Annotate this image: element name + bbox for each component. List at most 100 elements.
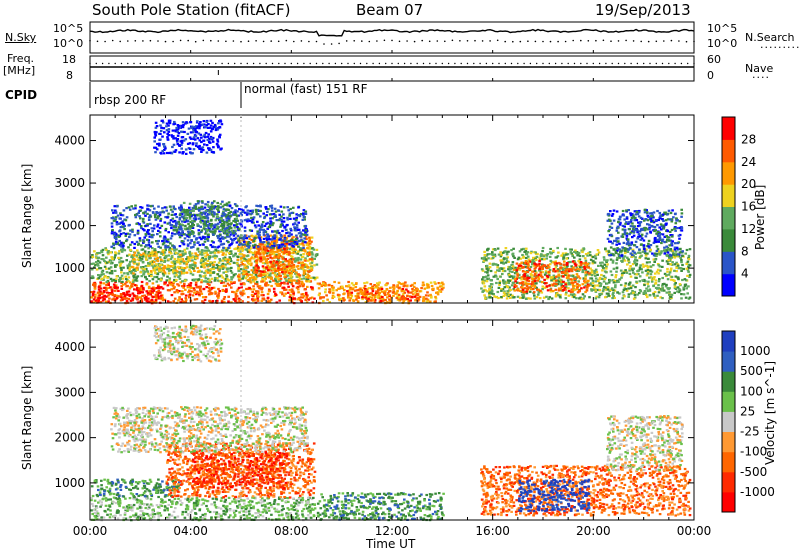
- data-cell: [247, 246, 250, 249]
- data-cell: [647, 280, 650, 283]
- data-cell: [305, 233, 309, 236]
- data-cell: [178, 245, 182, 248]
- data-cell: [124, 219, 128, 222]
- data-cell: [609, 258, 613, 261]
- data-cell: [401, 293, 405, 296]
- data-cell: [283, 234, 286, 237]
- data-cell: [188, 290, 192, 293]
- noise-search-dot: [391, 39, 393, 42]
- data-cell: [212, 207, 216, 210]
- data-cell: [302, 253, 305, 256]
- data-cell: [199, 225, 202, 228]
- data-cell: [245, 237, 248, 240]
- noise-search-dot: [610, 40, 612, 42]
- data-cell: [270, 213, 273, 216]
- data-cell: [578, 254, 582, 258]
- data-cell: [153, 248, 157, 251]
- data-cell: [577, 252, 580, 255]
- data-cell: [159, 124, 162, 127]
- data-cell: [248, 244, 251, 247]
- data-cell: [578, 264, 581, 267]
- data-cell: [346, 290, 349, 293]
- data-cell: [287, 231, 290, 234]
- data-cell: [304, 229, 308, 232]
- data-cell: [187, 295, 191, 298]
- noise-search-dot: [572, 39, 574, 42]
- data-cell: [141, 248, 145, 251]
- data-cell: [275, 260, 279, 263]
- data-cell: [278, 284, 282, 287]
- data-cell: [204, 224, 208, 227]
- data-cell: [181, 292, 185, 296]
- data-cell: [273, 273, 277, 276]
- data-cell: [277, 254, 281, 257]
- data-cell: [102, 258, 105, 261]
- data-cell: [357, 296, 361, 299]
- data-cell: [180, 141, 184, 144]
- data-cell: [310, 236, 314, 239]
- data-cell: [347, 289, 351, 292]
- data-cell: [261, 221, 265, 224]
- data-cell: [157, 292, 161, 295]
- data-cell: [307, 298, 310, 301]
- data-cell: [289, 276, 293, 279]
- data-cell: [192, 136, 196, 139]
- data-cell: [140, 206, 144, 209]
- data-cell: [172, 220, 175, 223]
- data-cell: [120, 294, 123, 297]
- data-cell: [210, 213, 214, 216]
- data-cell: [235, 214, 239, 218]
- nave-dot: [296, 62, 299, 65]
- data-cell: [185, 233, 189, 237]
- data-cell: [168, 279, 171, 282]
- data-cell: [590, 288, 593, 291]
- data-cell: [308, 240, 311, 243]
- data-cell: [256, 230, 259, 233]
- data-cell: [212, 286, 216, 289]
- data-cell: [302, 294, 306, 298]
- data-cell: [302, 263, 305, 266]
- data-cell: [194, 207, 198, 210]
- data-cell: [102, 276, 106, 279]
- data-cell: [178, 218, 182, 221]
- data-cell: [121, 220, 124, 223]
- data-cell: [172, 287, 176, 290]
- data-cell: [599, 264, 603, 267]
- data-cell: [232, 219, 235, 223]
- data-cell: [200, 270, 203, 273]
- data-cell: [259, 215, 262, 218]
- data-cell: [190, 246, 193, 249]
- data-cell: [287, 285, 290, 288]
- data-cell: [630, 292, 633, 295]
- data-cell: [225, 221, 229, 224]
- data-cell: [104, 300, 108, 303]
- data-cell: [140, 285, 143, 288]
- data-cell: [228, 244, 231, 247]
- data-cell: [557, 280, 561, 283]
- data-cell: [250, 293, 254, 297]
- data-cell: [295, 265, 299, 268]
- data-cell: [300, 300, 303, 303]
- nave-dot: [290, 62, 292, 65]
- data-cell: [161, 296, 164, 299]
- data-cell: [162, 143, 166, 146]
- data-cell: [176, 283, 179, 286]
- noise-search-dot: [496, 39, 499, 42]
- data-cell: [155, 268, 158, 271]
- data-cell: [212, 263, 215, 266]
- data-cell: [283, 263, 287, 266]
- data-cell: [203, 298, 207, 301]
- data-cell: [221, 227, 225, 230]
- data-cell: [243, 258, 247, 261]
- data-cell: [125, 300, 129, 303]
- data-cell: [351, 287, 355, 290]
- data-cell: [271, 263, 275, 266]
- data-cell: [156, 233, 159, 236]
- data-cell: [247, 278, 250, 282]
- data-cell: [206, 203, 209, 206]
- data-cell: [322, 299, 325, 303]
- data-cell: [598, 292, 601, 296]
- data-cell: [125, 281, 128, 284]
- data-cell: [104, 247, 107, 250]
- data-cell: [233, 226, 237, 229]
